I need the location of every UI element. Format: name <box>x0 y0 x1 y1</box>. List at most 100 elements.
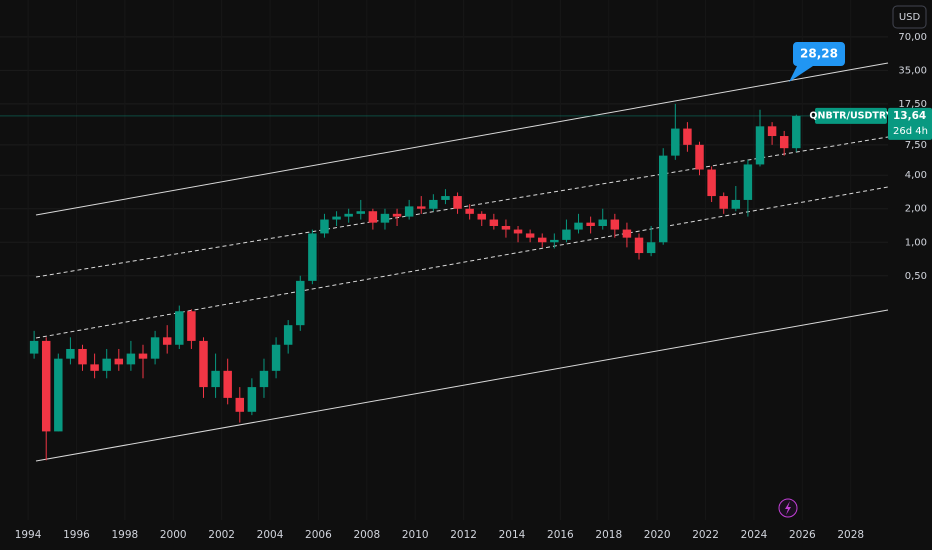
candle-body <box>41 340 51 432</box>
channel-upper <box>35 62 889 216</box>
price-tag <box>888 107 932 140</box>
candle-body <box>441 196 450 200</box>
x-tick-label: 2020 <box>644 529 671 541</box>
candle-body <box>574 222 583 230</box>
target-callout: 28,28 <box>789 42 845 82</box>
candle-body <box>453 196 462 209</box>
candle-body <box>743 164 753 200</box>
candle-body <box>102 358 111 371</box>
candle-body <box>465 208 474 214</box>
candle-body <box>138 353 148 359</box>
y-tick-label: 35,00 <box>898 65 927 76</box>
candle-body <box>671 128 680 156</box>
candle-body <box>368 211 378 223</box>
x-tick-label: 1998 <box>111 529 138 541</box>
x-tick-label: 2014 <box>499 529 526 541</box>
candle-body <box>392 213 402 217</box>
candle-body <box>429 199 438 209</box>
candle-body <box>634 237 644 254</box>
candle-body <box>29 340 39 354</box>
candle-body <box>271 344 281 371</box>
candle-body <box>731 199 741 209</box>
candle-body <box>320 219 329 234</box>
x-tick-label: 2028 <box>837 529 864 541</box>
candle-body <box>477 213 486 220</box>
candle-body <box>223 370 232 398</box>
x-tick-label: 2018 <box>595 529 622 541</box>
currency-label[interactable]: USD <box>899 12 921 23</box>
candle-body <box>779 136 789 149</box>
x-tick-label: 2002 <box>208 529 235 541</box>
candle-body <box>332 216 341 220</box>
candle-body <box>622 229 632 238</box>
candle-body <box>417 206 426 209</box>
candle-body <box>501 225 511 230</box>
callout-bubble <box>789 42 845 82</box>
candle-body <box>259 370 269 388</box>
candle-body <box>646 242 656 254</box>
candle-body <box>538 237 547 243</box>
candle-body <box>695 144 704 170</box>
grid <box>0 36 888 277</box>
candle-body <box>586 222 595 226</box>
x-tick-label: 1996 <box>63 529 90 541</box>
candle-body <box>66 348 75 359</box>
currency-button[interactable]: USD <box>892 5 927 29</box>
candle-body <box>404 206 414 217</box>
candle-body <box>598 219 607 226</box>
icon-bolt[interactable] <box>785 501 791 515</box>
candle-body <box>54 358 63 432</box>
candle-body <box>283 325 293 345</box>
candle-body <box>489 219 499 226</box>
candle-body <box>126 353 136 365</box>
x-tick-label: 2000 <box>160 529 187 541</box>
candle-body <box>211 370 220 388</box>
candle-body <box>658 155 668 243</box>
price-label: 13,64 <box>893 110 926 122</box>
channel-lower <box>35 309 889 462</box>
candle-body <box>344 213 353 217</box>
candle-body <box>562 229 571 240</box>
symbol-label: QNBTR/USDTRY <box>809 110 892 121</box>
candle-body <box>380 213 390 223</box>
x-tick-label: 2010 <box>402 529 429 541</box>
x-tick-label: 2004 <box>257 529 284 541</box>
candle-body <box>308 233 317 281</box>
x-tick-label: 2016 <box>547 529 574 541</box>
candle-body <box>707 169 716 197</box>
candle-body <box>513 229 523 234</box>
candle-body <box>90 364 99 371</box>
candle-body <box>296 280 305 326</box>
channel-mid-lower <box>35 186 889 339</box>
candle-body <box>187 311 196 341</box>
candle-body <box>235 397 245 412</box>
candle-body <box>683 128 692 145</box>
channel-mid-upper <box>35 136 889 278</box>
candles <box>0 103 888 461</box>
candle-body <box>247 387 257 412</box>
callout-label: 28,28 <box>800 47 838 61</box>
candle-body <box>162 337 172 345</box>
y-tick-label: 7,50 <box>905 140 927 151</box>
x-tick-label: 2012 <box>450 529 477 541</box>
candle-body <box>150 337 160 359</box>
x-tick-label: 2024 <box>741 529 768 541</box>
y-tick-label: 17,50 <box>898 99 927 110</box>
axes: 0,50 1,00 2,00 4,00 7,50 17,50 35,00 70,00 1994 1… <box>15 32 932 541</box>
countdown-label: 26d 4h <box>893 126 928 137</box>
candle-body <box>356 211 365 214</box>
currency-box[interactable] <box>892 5 927 29</box>
y-tick-label: 1,00 <box>905 237 927 248</box>
y-tick-label: 0,50 <box>905 271 927 282</box>
channel-drawings <box>35 62 889 462</box>
x-tick-label: 2026 <box>789 529 816 541</box>
x-tick-label: 2008 <box>353 529 380 541</box>
symbol-tag <box>815 107 887 124</box>
candle-body <box>550 239 559 243</box>
x-tick-label: 2022 <box>692 529 719 541</box>
candle-body <box>525 233 535 238</box>
y-tick-label: 4,00 <box>905 170 927 181</box>
events-icon[interactable] <box>778 498 798 518</box>
